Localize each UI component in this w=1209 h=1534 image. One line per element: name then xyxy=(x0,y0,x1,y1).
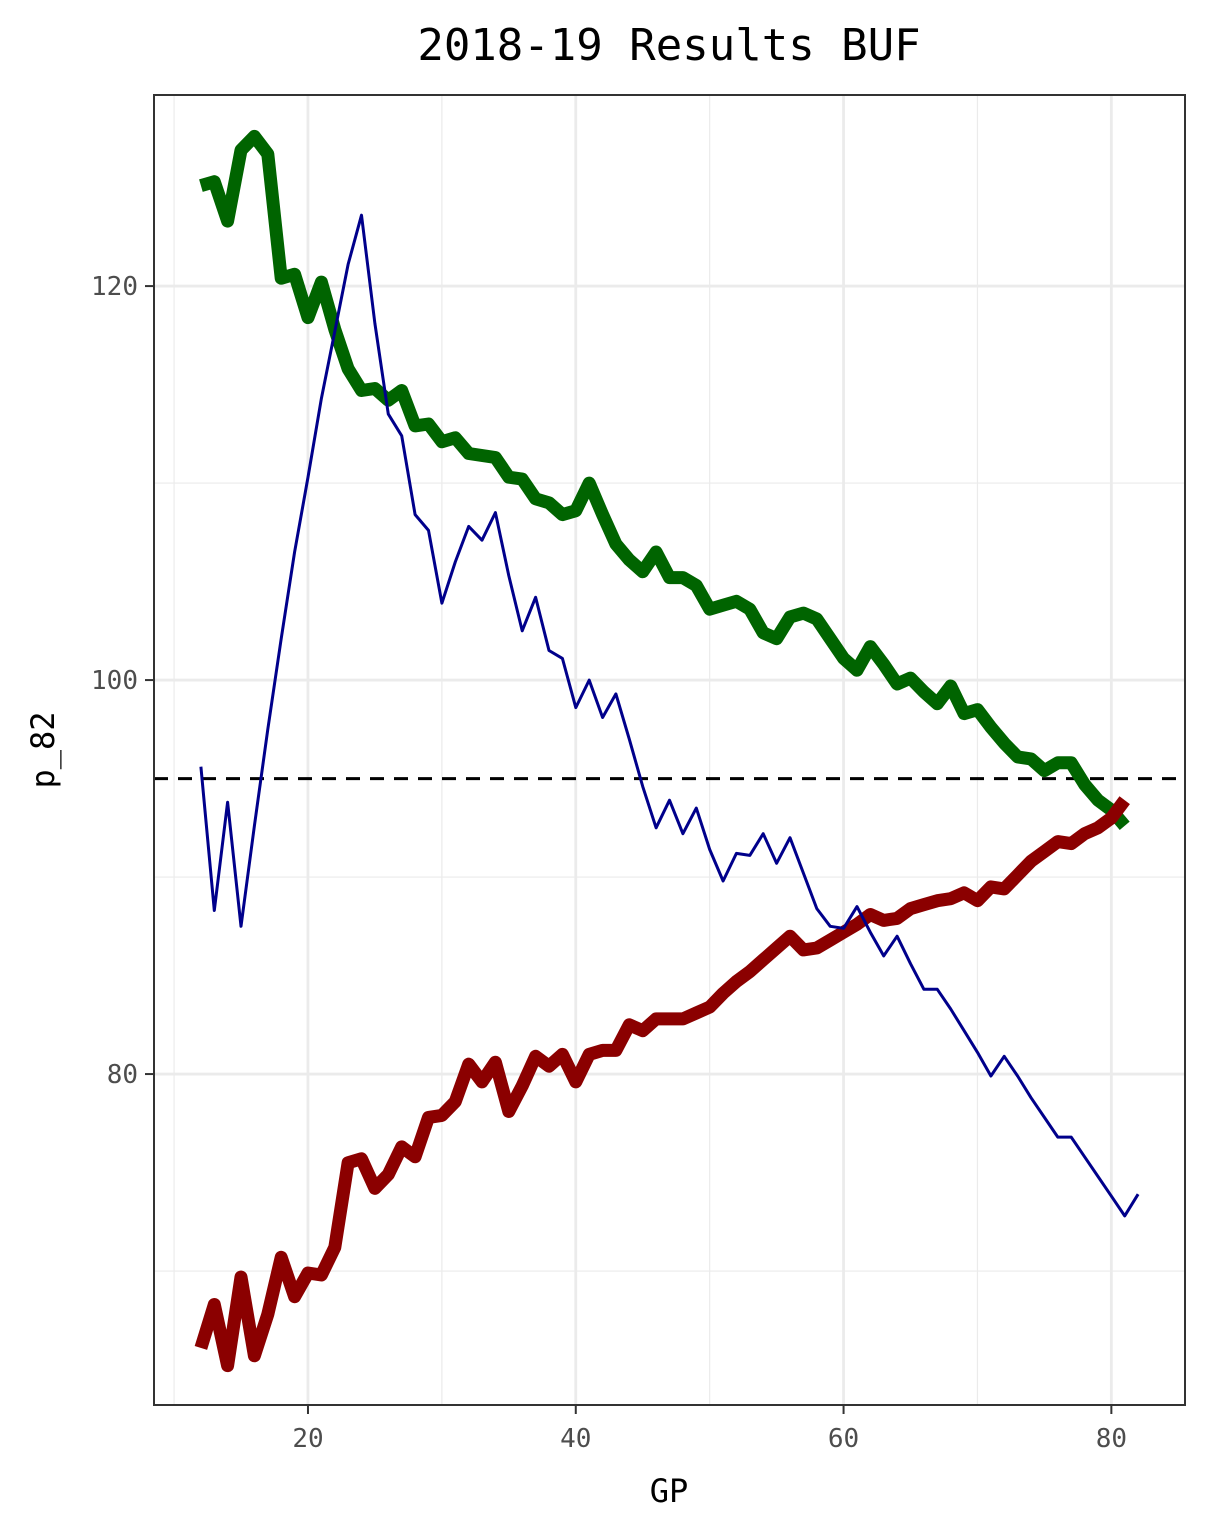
x-tick-label: 40 xyxy=(560,1424,591,1454)
series-line-2 xyxy=(194,796,1130,1373)
series-line-3 xyxy=(199,213,1140,1218)
x-tick-label: 20 xyxy=(292,1424,323,1454)
x-tick-label: 80 xyxy=(1096,1424,1127,1454)
plot-area: 20 40 60 80 80 100 120 xyxy=(91,94,1186,1454)
y-tick-label: 120 xyxy=(91,272,138,302)
x-tick-label: 60 xyxy=(828,1424,859,1454)
y-tick-label: 100 xyxy=(91,666,138,696)
y-axis-title: p_82 xyxy=(24,711,62,788)
y-tick-label: 80 xyxy=(107,1060,138,1090)
x-axis-title: GP xyxy=(650,1472,689,1510)
series-line-1 xyxy=(199,129,1130,831)
panel-border xyxy=(153,94,1186,1406)
chart-title: 2018-19 Results BUF xyxy=(417,20,920,71)
